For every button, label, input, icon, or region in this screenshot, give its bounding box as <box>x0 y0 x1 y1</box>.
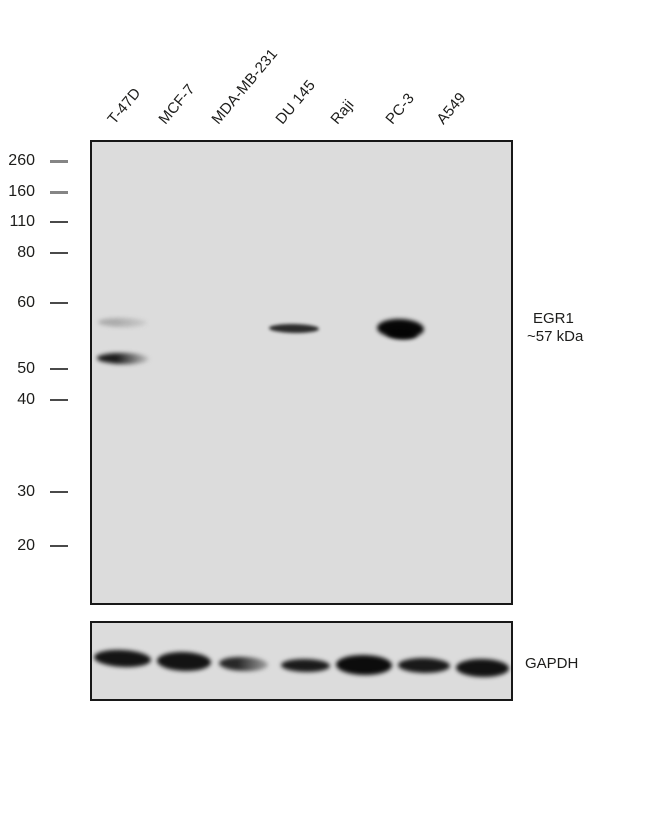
mw-label: 160 <box>8 183 35 200</box>
main-blot-panel <box>90 140 513 605</box>
mw-label: 50 <box>17 360 35 377</box>
mw-marker-20: 20 <box>0 537 68 555</box>
lane-label-a549: A549 <box>433 89 470 128</box>
band-main-t47d-upper <box>97 317 148 328</box>
target-mw-label: ~57 kDa <box>527 328 584 345</box>
mw-marker-80: 80 <box>0 244 68 262</box>
lane-label-raji: Raji <box>327 96 358 128</box>
target-annotation: EGR1 ~57 kDa <box>527 310 583 346</box>
loading-control-label: GAPDH <box>525 655 579 672</box>
mw-marker-260: 260 <box>0 152 68 170</box>
band-gapdh-mcf7 <box>156 651 212 672</box>
lane-label-du-145: DU 145 <box>272 76 319 128</box>
band-gapdh-t47d <box>93 648 152 669</box>
band-gapdh-du145 <box>280 658 331 673</box>
mw-marker-50: 50 <box>0 360 68 378</box>
mw-tick <box>50 368 68 370</box>
lane-label-pc-3: PC-3 <box>382 89 418 128</box>
band-gapdh-mda-mb-231 <box>218 656 269 672</box>
mw-tick <box>50 159 68 163</box>
mw-marker-60: 60 <box>0 294 68 312</box>
mw-tick <box>50 302 68 304</box>
mw-tick <box>50 190 68 194</box>
mw-marker-110: 110 <box>0 213 68 231</box>
mw-label: 260 <box>8 152 35 169</box>
mw-tick <box>50 545 68 547</box>
mw-label: 40 <box>17 391 35 408</box>
mw-marker-160: 160 <box>0 183 68 201</box>
mw-label: 20 <box>17 537 35 554</box>
mw-marker-30: 30 <box>0 483 68 501</box>
mw-tick <box>50 399 68 401</box>
mw-label: 110 <box>9 213 35 230</box>
mw-tick <box>50 252 68 254</box>
band-gapdh-pc3 <box>397 657 451 674</box>
mw-label: 60 <box>17 294 35 311</box>
mw-marker-40: 40 <box>0 391 68 409</box>
band-gapdh-raji <box>335 654 393 676</box>
lane-label-mcf-7: MCF-7 <box>155 80 199 128</box>
band-main-du145 <box>268 323 320 334</box>
mw-label: 80 <box>17 244 35 261</box>
band-main-pc3-lower <box>386 328 418 340</box>
lane-label-t-47d: T-47D <box>104 84 145 128</box>
band-gapdh-a549 <box>455 658 510 678</box>
target-name-label: EGR1 <box>533 310 574 327</box>
mw-tick <box>50 221 68 223</box>
band-main-t47d-lower <box>96 352 150 365</box>
mw-tick <box>50 491 68 493</box>
gapdh-blot-panel <box>90 621 513 701</box>
mw-label: 30 <box>17 483 35 500</box>
